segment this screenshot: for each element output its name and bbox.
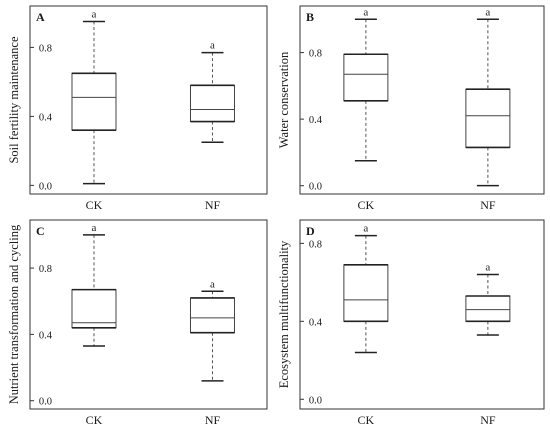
- x-category-label: NF: [480, 198, 496, 212]
- significance-letter: a: [210, 40, 215, 52]
- box-iqr: [189, 297, 235, 334]
- y-axis-label: Water conservation: [277, 51, 291, 148]
- box-iqr: [343, 53, 389, 102]
- chart-panel-D: D 0.0 0.4 0.8 Ecosystem multifunctionality a C…: [277, 219, 545, 427]
- significance-letter: a: [363, 6, 368, 18]
- box-iqr: [71, 289, 117, 329]
- y-tick-label: 0.0: [309, 395, 322, 406]
- box-iqr: [189, 84, 235, 123]
- y-tick-label: 0.4: [39, 112, 53, 123]
- y-tick-label: 0.8: [39, 264, 52, 275]
- x-category-label: CK: [86, 198, 103, 212]
- significance-letter: a: [92, 9, 97, 21]
- x-category-label: CK: [86, 413, 103, 427]
- chart-panel-C: C 0.0 0.4 0.8 Nutrient transformation and cy…: [7, 219, 268, 427]
- chart-panel-A: A 0.0 0.4 0.8 Soil fertility maintenance a CK a…: [7, 5, 268, 212]
- y-tick-label: 0.0: [309, 182, 322, 193]
- significance-letter: a: [485, 262, 490, 274]
- y-tick-label: 0.8: [309, 49, 322, 60]
- x-category-label: CK: [358, 198, 375, 212]
- x-category-label: NF: [205, 198, 221, 212]
- significance-letter: a: [92, 222, 97, 234]
- y-axis-label: Soil fertility maintenance: [7, 36, 21, 163]
- x-category-label: CK: [358, 413, 375, 427]
- x-category-label: NF: [205, 413, 221, 427]
- y-axis-label: Ecosystem multifunctionality: [277, 240, 291, 388]
- panel-label: B: [306, 10, 314, 24]
- panel-label: D: [306, 224, 315, 238]
- y-tick-label: 0.0: [39, 397, 52, 408]
- panel-label: C: [36, 224, 45, 238]
- y-tick-label: 0.4: [309, 317, 323, 328]
- box-iqr: [343, 264, 389, 322]
- box-iqr: [465, 88, 511, 148]
- plot-frame: [29, 5, 268, 195]
- x-category-label: NF: [480, 413, 496, 427]
- significance-letter: a: [485, 6, 490, 18]
- chart-panel-B: B 0.0 0.4 0.8 Water conservation a CK a NF: [277, 5, 545, 212]
- significance-letter: a: [363, 223, 368, 235]
- plot-frame: [299, 219, 545, 410]
- y-tick-label: 0.8: [39, 43, 52, 54]
- y-tick-label: 0.4: [309, 115, 323, 126]
- panel-label: A: [36, 10, 45, 24]
- plot-frame: [29, 219, 268, 410]
- box-iqr: [465, 295, 511, 322]
- significance-letter: a: [210, 278, 215, 290]
- y-tick-label: 0.4: [39, 330, 53, 341]
- plot-frame: [299, 5, 545, 195]
- box-iqr: [71, 72, 117, 131]
- y-axis-label: Nutrient transformation and cycling: [7, 224, 21, 404]
- y-tick-label: 0.0: [39, 181, 52, 192]
- y-tick-label: 0.8: [309, 239, 322, 250]
